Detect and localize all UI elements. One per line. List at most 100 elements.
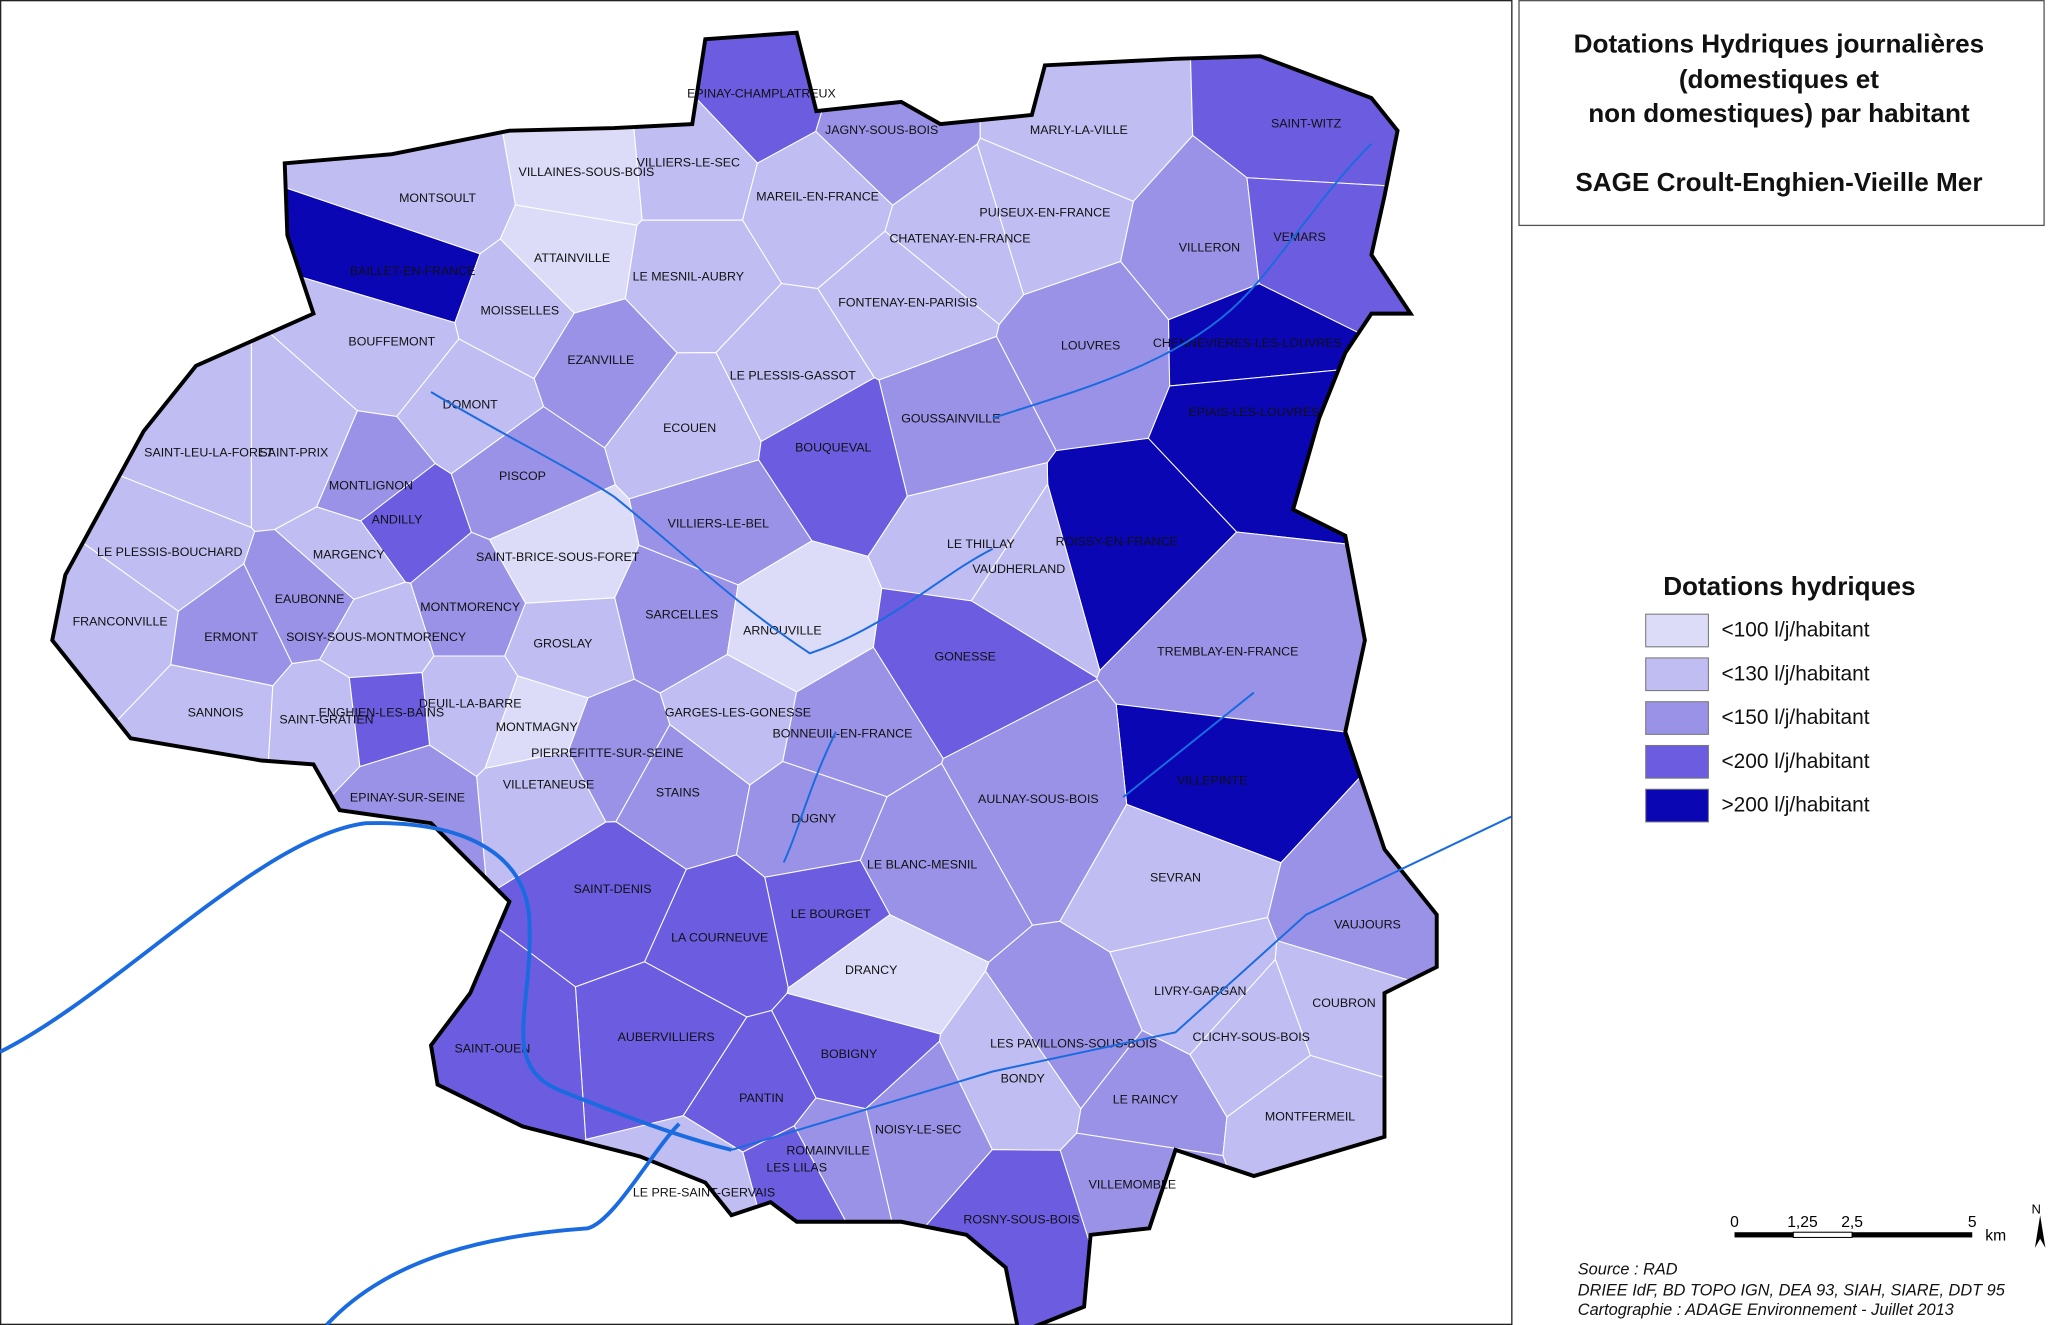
legend-swatch xyxy=(1645,788,1709,823)
commune-label: LIVRY-GARGAN xyxy=(1154,984,1246,998)
commune-label: VILLEPINTE xyxy=(1177,774,1247,788)
commune-label: SAINT-LEU-LA-FORET xyxy=(144,446,274,460)
commune-label: GONESSE xyxy=(935,650,996,664)
legend-swatch xyxy=(1645,613,1709,648)
commune-label: SAINT-PRIX xyxy=(259,446,329,460)
commune-label: DRANCY xyxy=(845,963,897,977)
scale-label: 5 xyxy=(1968,1214,1977,1231)
source-line: DRIEE IdF, BD TOPO IGN, DEA 93, SIAH, SI… xyxy=(1578,1281,2006,1299)
north-arrow xyxy=(2034,1215,2046,1248)
commune-label: SAINT-DENIS xyxy=(574,882,652,896)
legend-label: <100 l/j/habitant xyxy=(1721,619,1869,642)
commune-label: LOUVRES xyxy=(1061,339,1120,353)
commune-label: VILLEMOMBLE xyxy=(1089,1177,1177,1191)
commune-label: BONNEUIL-EN-FRANCE xyxy=(772,727,912,741)
title-box xyxy=(1518,0,2045,227)
commune-label: EAUBONNE xyxy=(275,592,345,606)
rivers xyxy=(0,143,1512,1325)
commune-label: MONTLIGNON xyxy=(329,478,413,492)
commune-label: VILLAINES-SOUS-BOIS xyxy=(519,165,655,179)
commune-label: EZANVILLE xyxy=(567,353,634,367)
commune-label: LE BLANC-MESNIL xyxy=(867,857,977,871)
commune-label: MAREIL-EN-FRANCE xyxy=(756,190,879,204)
commune-label: JAGNY-SOUS-BOIS xyxy=(825,123,938,137)
commune-label: VILLERON xyxy=(1179,241,1240,255)
commune-label: LE BOURGET xyxy=(791,907,871,921)
commune-label: VAUJOURS xyxy=(1334,917,1401,931)
north-label: N xyxy=(2032,1201,2041,1216)
commune-label: AUBERVILLIERS xyxy=(618,1030,715,1044)
legend-swatch xyxy=(1645,701,1709,735)
commune-label: SAINT-GRATIEN xyxy=(279,712,373,726)
commune-label: BOBIGNY xyxy=(821,1047,878,1061)
commune-label: LE PLESSIS-GASSOT xyxy=(730,369,857,383)
commune-label: SOISY-SOUS-MONTMORENCY xyxy=(286,630,466,644)
commune-label: BAILLET-EN-FRANCE xyxy=(350,264,475,278)
commune-label: MONTMORENCY xyxy=(420,600,520,614)
title-line: non domestiques) par habitant xyxy=(1588,98,1970,128)
commune-label: MONTSOULT xyxy=(399,191,476,205)
commune-label: COUBRON xyxy=(1312,996,1375,1010)
commune-label: AULNAY-SOUS-BOIS xyxy=(978,792,1099,806)
commune-area xyxy=(984,920,1143,1110)
commune-label: CHENNEVIERES-LES-LOUVRES xyxy=(1153,336,1342,350)
commune-label: LES LILAS xyxy=(766,1160,827,1174)
commune-label: SANNOIS xyxy=(188,706,244,720)
legend-swatch xyxy=(1645,657,1709,692)
commune-label: SEVRAN xyxy=(1150,870,1201,884)
commune-label: MOISSELLES xyxy=(481,303,560,317)
commune-label: BONDY xyxy=(1001,1072,1045,1086)
source-line: Cartographie : ADAGE Environnement - Jui… xyxy=(1578,1301,1954,1319)
commune-label: CHATENAY-EN-FRANCE xyxy=(889,231,1030,245)
commune-label: DEUIL-LA-BARRE xyxy=(419,697,522,711)
scale-label: 2,5 xyxy=(1841,1214,1863,1231)
commune-label: LE THILLAY xyxy=(947,537,1015,551)
scale-label: 0 xyxy=(1730,1214,1739,1231)
commune-label: MARGENCY xyxy=(313,548,385,562)
commune-label: ANDILLY xyxy=(372,512,423,526)
legend-title: Dotations hydriques xyxy=(1663,571,1915,601)
commune-label: GROSLAY xyxy=(533,636,592,650)
commune-label: BOUQUEVAL xyxy=(795,440,871,454)
scale-label: 1,25 xyxy=(1787,1214,1818,1231)
scale-bar: km 0 1,25 2,5 5 xyxy=(1730,1214,2006,1244)
commune-label: VAUDHERLAND xyxy=(972,562,1065,576)
scale-unit: km xyxy=(1985,1227,2006,1244)
commune-label: ATTAINVILLE xyxy=(534,251,610,265)
commune-label: LES PAVILLONS-SOUS-BOIS xyxy=(990,1036,1157,1050)
source-line: Source : RAD xyxy=(1578,1260,1678,1278)
legend-label: <150 l/j/habitant xyxy=(1721,706,1869,729)
commune-label: LE MESNIL-AUBRY xyxy=(633,269,744,283)
commune-label: PUISEUX-EN-FRANCE xyxy=(979,205,1110,219)
commune-label: PISCOP xyxy=(499,469,546,483)
commune-label: SAINT-OUEN xyxy=(455,1042,531,1056)
legend-label: <200 l/j/habitant xyxy=(1721,750,1869,773)
commune-label: ARNOUVILLE xyxy=(743,623,822,637)
commune-label: PANTIN xyxy=(739,1091,784,1105)
commune-label: VILLIERS-LE-BEL xyxy=(668,516,769,530)
title-line: (domestiques et xyxy=(1679,64,1879,94)
commune-label: FONTENAY-EN-PARISIS xyxy=(838,295,977,309)
legend: <100 l/j/habitant <130 l/j/habitant <150 l… xyxy=(1645,613,1870,823)
commune-label: SAINT-BRICE-SOUS-FORET xyxy=(476,550,640,564)
commune-label: ERMONT xyxy=(204,630,258,644)
commune-label: VILLIERS-LE-SEC xyxy=(637,156,740,170)
commune-label: GARGES-LES-GONESSE xyxy=(665,706,811,720)
commune-label: ENGHIEN-LES-BAINS xyxy=(319,706,444,720)
commune-label: VEMARS xyxy=(1273,230,1325,244)
commune-label: TREMBLAY-EN-FRANCE xyxy=(1157,644,1298,658)
commune-label: LA COURNEUVE xyxy=(671,930,768,944)
title-line: Dotations Hydriques journalières xyxy=(1574,29,1985,59)
commune-label: EPINAY-CHAMPLATREUX xyxy=(687,86,836,100)
commune-label: FRANCONVILLE xyxy=(73,614,168,628)
commune-label: SARCELLES xyxy=(645,608,718,622)
commune-label: EPIAIS-LES-LOUVRES xyxy=(1188,405,1319,419)
commune-label: CLICHY-SOUS-BOIS xyxy=(1193,1030,1310,1044)
commune-label: GOUSSAINVILLE xyxy=(901,412,1000,426)
commune-label: PIERREFITTE-SUR-SEINE xyxy=(531,746,683,760)
commune-label: LE PLESSIS-BOUCHARD xyxy=(97,545,242,559)
communes-layer: EPINAY-CHAMPLATREUX JAGNY-SOUS-BOIS VILLIE… xyxy=(50,30,1439,1325)
commune-label: MONTFERMEIL xyxy=(1265,1110,1355,1124)
legend-label: >200 l/j/habitant xyxy=(1721,794,1869,817)
